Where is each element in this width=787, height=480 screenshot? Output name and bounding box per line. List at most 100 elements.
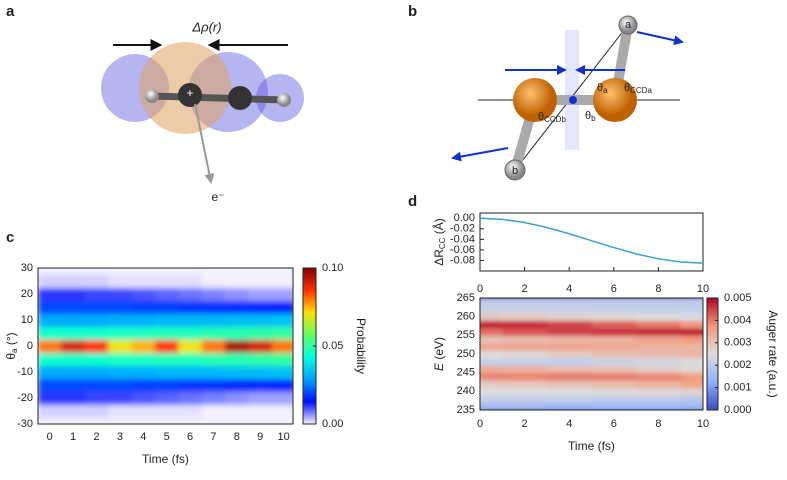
heat-cell xyxy=(680,312,703,321)
heat-cell xyxy=(131,313,156,327)
heat-cell xyxy=(201,365,226,379)
heat-cell xyxy=(38,339,62,353)
heat-cell xyxy=(84,274,109,288)
x-tick-label: 9 xyxy=(257,431,263,443)
heat-cell xyxy=(131,300,156,314)
heat-cell xyxy=(502,335,548,344)
x-tick-label: 0 xyxy=(477,283,483,295)
heat-cell xyxy=(248,274,273,288)
heat-cell xyxy=(178,287,203,301)
panel-label: a xyxy=(6,3,15,20)
heat-cell xyxy=(178,339,203,353)
heat-cell xyxy=(502,372,548,381)
heat-cell xyxy=(178,404,203,418)
heat-cell xyxy=(248,326,273,340)
y-tick-label: -0.04 xyxy=(450,233,475,245)
heat-cell xyxy=(61,274,86,288)
heat-cell xyxy=(591,357,637,366)
colorbar-tick-label: 0.00 xyxy=(322,418,343,430)
x-tick-label: 0 xyxy=(477,418,483,430)
heat-cell xyxy=(502,320,548,329)
x-tick-label: 8 xyxy=(234,431,240,443)
heat-cell xyxy=(680,357,703,366)
y-tick-label: -0.02 xyxy=(450,223,475,235)
heat-cell xyxy=(680,380,703,389)
heat-cell xyxy=(154,391,179,405)
heat-cell xyxy=(154,300,179,314)
heat-cell xyxy=(591,335,637,344)
heat-cell xyxy=(591,305,637,314)
heat-cell xyxy=(636,395,682,404)
heat-cell xyxy=(131,326,156,340)
heat-cell xyxy=(546,320,592,329)
heat-cell xyxy=(108,287,133,301)
heat-cell xyxy=(201,274,226,288)
heat-cell xyxy=(178,313,203,327)
y-tick-label: 265 xyxy=(457,292,475,304)
heat-cell xyxy=(131,391,156,405)
heat-cell xyxy=(248,300,273,314)
x-tick-label: 4 xyxy=(140,431,146,443)
heat-cell xyxy=(61,391,86,405)
heat-cell xyxy=(271,274,293,288)
heat-cell xyxy=(38,404,62,418)
heat-cell xyxy=(480,387,503,396)
heat-cell xyxy=(480,335,503,344)
heat-cell xyxy=(636,298,682,306)
heat-cell xyxy=(680,402,703,410)
heat-cell xyxy=(108,352,133,366)
data-line xyxy=(479,217,704,264)
heat-cell xyxy=(178,365,203,379)
heat-cell xyxy=(680,342,703,351)
heat-cell xyxy=(591,350,637,359)
heat-cell xyxy=(154,339,179,353)
heat-cell xyxy=(178,274,203,288)
axis-title: ΔRCC (Å) xyxy=(431,218,447,266)
heat-cell xyxy=(271,365,293,379)
heat-cell xyxy=(480,312,503,321)
y-tick-label: -20 xyxy=(17,392,33,404)
heat-cell xyxy=(680,320,703,329)
heat-cell xyxy=(108,365,133,379)
heat-cell xyxy=(38,287,62,301)
angle-symbol: θ xyxy=(538,111,544,123)
y-tick-label: 0 xyxy=(27,340,33,352)
heat-cell xyxy=(480,305,503,314)
angle-symbol: θ xyxy=(597,82,603,94)
heat-cell xyxy=(108,391,133,405)
x-tick-label: 2 xyxy=(522,418,528,430)
heat-cell xyxy=(131,287,156,301)
heat-cell xyxy=(502,312,548,321)
heat-cell xyxy=(61,404,86,418)
heat-cell xyxy=(502,402,548,410)
heat-cell xyxy=(131,339,156,353)
heat-cell xyxy=(502,380,548,389)
x-tick-label: 3 xyxy=(117,431,123,443)
atom-label: b xyxy=(512,165,518,177)
colorbar-tick-label: 0.004 xyxy=(724,314,752,326)
heat-cell xyxy=(38,274,62,288)
heat-cell xyxy=(546,305,592,314)
heat-cell xyxy=(248,352,273,366)
heat-cell xyxy=(154,287,179,301)
plot-frame xyxy=(479,212,704,272)
panel-label: d xyxy=(408,193,417,210)
heatmap xyxy=(480,298,703,410)
heat-cell xyxy=(131,352,156,366)
heat-cell xyxy=(61,313,86,327)
heat-cell xyxy=(591,298,637,306)
angle-sub: a xyxy=(603,86,608,95)
heat-cell xyxy=(271,287,293,301)
heat-cell xyxy=(108,300,133,314)
x-tick-label: 2 xyxy=(522,283,528,295)
heat-cell xyxy=(225,287,250,301)
heat-cell xyxy=(38,378,62,392)
heat-cell xyxy=(84,365,109,379)
heat-cell xyxy=(201,326,226,340)
heat-cell xyxy=(480,402,503,410)
axis-title-part: (eV) xyxy=(432,337,446,363)
heat-cell xyxy=(84,287,109,301)
heat-cell xyxy=(271,352,293,366)
heat-cell xyxy=(546,357,592,366)
heat-cell xyxy=(680,350,703,359)
